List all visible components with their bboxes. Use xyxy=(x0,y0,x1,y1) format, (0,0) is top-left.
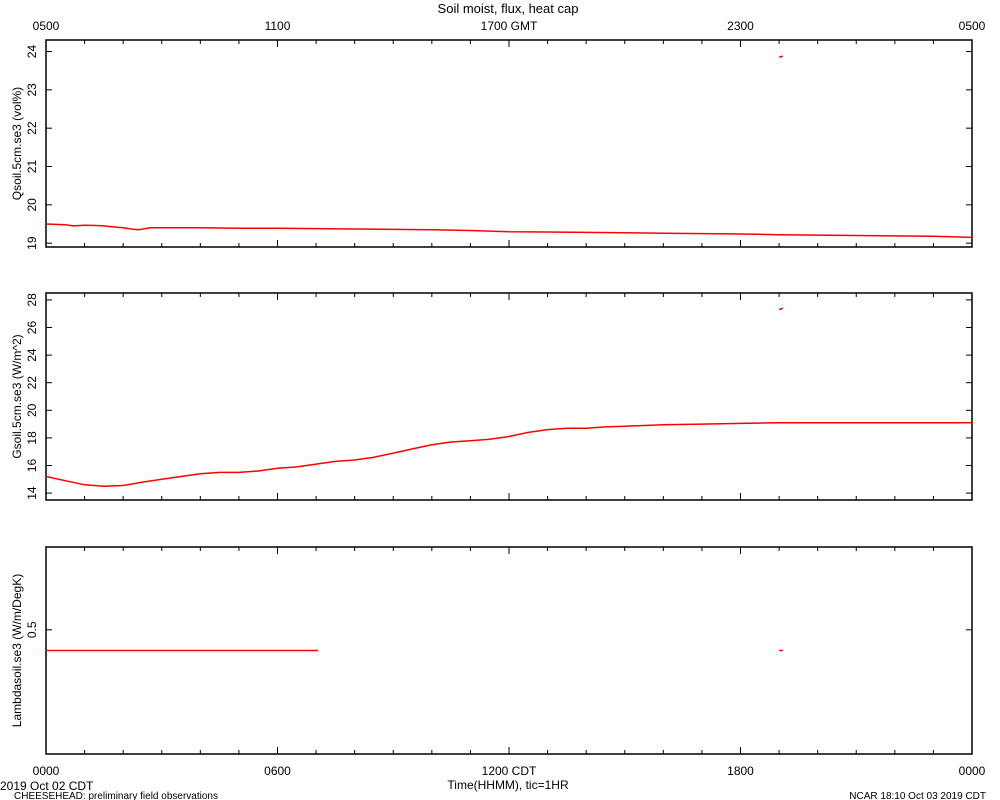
panel-2-ylabel: Gsoil.5cm.se3 (W/m^2) xyxy=(10,334,24,458)
panel-2: 14 16 18 20 22 24 26 28 Gsoil.5cm.se3 (W/m^2) xyxy=(10,292,973,501)
panel-1-ytick-label: 22 xyxy=(25,121,39,135)
x-axis-label: Time(HHMM), tic=1HR xyxy=(447,778,569,792)
panel-2-ytick-label: 16 xyxy=(25,459,39,473)
footer-right-note: NCAR 18:10 Oct 03 2019 CDT xyxy=(849,791,986,800)
plot-panels: 19 20 21 22 23 24 Qsoil.5cm.se3 (vol%) 14 16 18 20… xyxy=(10,39,973,755)
panel-2-series-1-segment-2 xyxy=(778,307,784,311)
top-axis-tick-label: 2300 xyxy=(727,19,754,33)
panel-2-ytick-label: 24 xyxy=(25,348,39,362)
panel-1-ylabel: Qsoil.5cm.se3 (vol%) xyxy=(10,87,24,200)
panel-2-ytick-label: 28 xyxy=(25,293,39,307)
panel-2-ytick-label: 14 xyxy=(25,486,39,500)
panel-1-ytick-label: 24 xyxy=(25,45,39,59)
panel-1-series-1-segment-2 xyxy=(778,55,784,58)
top-axis-tick-labels: 0500 1100 1700 GMT 2300 0500 xyxy=(33,19,986,33)
bottom-axis-tick-label: 1800 xyxy=(727,764,754,778)
bottom-axis-tick-label: 0000 xyxy=(33,764,60,778)
panel-1-series-1-segment-1 xyxy=(45,223,973,239)
panel-2-ytick-label: 22 xyxy=(25,376,39,390)
panel-3-ytick-label: 0.5 xyxy=(25,621,39,638)
panel-1: 19 20 21 22 23 24 Qsoil.5cm.se3 (vol%) xyxy=(10,39,973,250)
top-axis-tick-label: 1700 GMT xyxy=(481,19,538,33)
panel-2-ytick-label: 18 xyxy=(25,431,39,445)
panel-2-series-1-segment-1 xyxy=(45,421,972,487)
chart-title: Soil moist, flux, heat cap xyxy=(438,1,579,16)
panel-3-ylabel: Lambdasoil.se3 (W/m/DegK) xyxy=(10,574,24,727)
panel-1-ytick-label: 20 xyxy=(25,198,39,212)
bottom-axis-tick-labels: 0000 0600 1200 CDT 1800 0000 xyxy=(33,764,986,778)
bottom-axis-tick-label: 0600 xyxy=(264,764,291,778)
panel-2-frame xyxy=(45,292,973,501)
panel-1-frame xyxy=(45,39,973,248)
top-axis-tick-label: 1100 xyxy=(265,19,291,33)
panel-2-ytick-label: 20 xyxy=(25,403,39,417)
bottom-axis-tick-label: 0000 xyxy=(959,764,986,778)
top-axis-tick-label: 0500 xyxy=(33,19,60,33)
panel-1-ytick-label: 21 xyxy=(25,160,39,174)
top-axis-tick-label: 0500 xyxy=(959,19,986,33)
footer-left-date: 2019 Oct 02 CDT xyxy=(0,779,94,793)
footer-left-note: CHEESEHEAD: preliminary field observatio… xyxy=(14,791,218,800)
panel-1-ytick-label: 19 xyxy=(25,236,39,250)
panel-2-ytick-label: 26 xyxy=(25,321,39,335)
bottom-axis-tick-label: 1200 CDT xyxy=(482,764,537,778)
panel-1-ytick-label: 23 xyxy=(25,83,39,97)
